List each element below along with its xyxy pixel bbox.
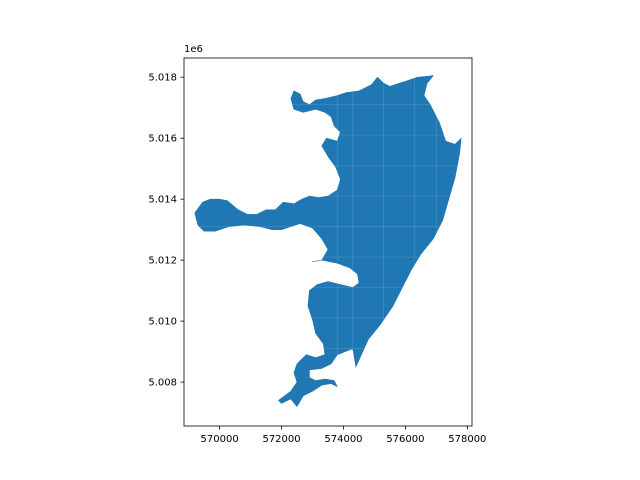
y-tick-label: 5.012 xyxy=(148,256,177,267)
y-axis-offset-text: 1e6 xyxy=(184,44,203,55)
plot-area xyxy=(194,75,462,407)
x-tick-label: 578000 xyxy=(448,434,486,445)
y-tick-label: 5.008 xyxy=(148,378,177,389)
axes-frame xyxy=(183,57,473,427)
x-tick-label: 574000 xyxy=(324,434,362,445)
x-tick-label: 572000 xyxy=(262,434,300,445)
x-tick-label: 570000 xyxy=(201,434,239,445)
axis-ticks: 570000 572000 574000 576000 578000 5.008 5.010… xyxy=(148,57,486,445)
y-tick-label: 5.016 xyxy=(148,134,177,145)
y-tick-label: 5.014 xyxy=(148,195,177,206)
land-polygon xyxy=(194,75,462,407)
x-tick-label: 576000 xyxy=(386,434,424,445)
y-tick-label: 5.018 xyxy=(148,73,177,84)
y-tick-label: 5.010 xyxy=(148,317,177,328)
